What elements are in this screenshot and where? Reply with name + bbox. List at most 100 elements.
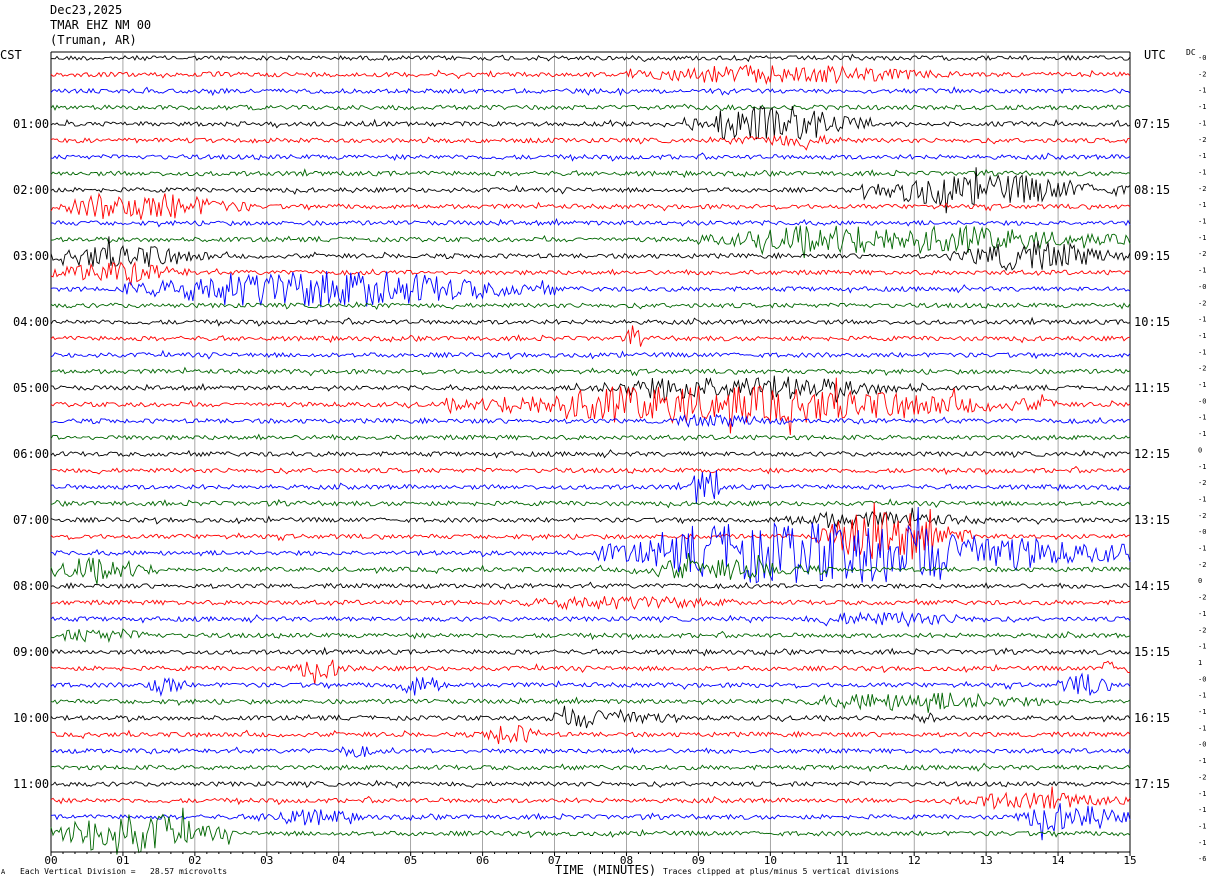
footer-mark: A — [1, 868, 6, 876]
trace-row — [50, 433, 1131, 441]
dc-offset-value: -2 — [1198, 773, 1206, 781]
trace-row — [50, 168, 1131, 179]
dc-offset-value: 1 — [1198, 659, 1202, 667]
trace-row — [50, 595, 1131, 611]
utc-hour-label: 15:15 — [1134, 645, 1170, 659]
dc-offset-value: -2 — [1198, 561, 1206, 569]
utc-hour-label: 08:15 — [1134, 183, 1170, 197]
utc-hour-label: 10:15 — [1134, 315, 1170, 329]
dc-offset-value: -2 — [1198, 250, 1206, 258]
trace-row — [50, 762, 1131, 773]
dc-offset-value: -0 — [1198, 675, 1206, 683]
cst-hour-label: 03:00 — [13, 249, 49, 263]
dc-offset-value: -2 — [1198, 365, 1206, 373]
dc-offset-value: -1 — [1198, 119, 1206, 127]
dc-offset-value: -1 — [1198, 839, 1206, 847]
dc-offset-value: -1 — [1198, 218, 1206, 226]
cst-hour-label: 06:00 — [13, 447, 49, 461]
trace-row — [50, 134, 1130, 151]
dc-offset-value: -0 — [1198, 283, 1206, 291]
dc-offset-value: -1 — [1198, 610, 1206, 618]
cst-timezone-label: CST — [0, 48, 22, 62]
cst-hour-label: 11:00 — [13, 777, 49, 791]
dc-offset-value: -1 — [1198, 234, 1206, 242]
dc-offset-labels: -0 -2 -1 -1 -1 -2 -1 -1 -2 -1 -1 -1 -2 -1 -0 -2 -1 -1 -1 -2… — [1198, 54, 1206, 863]
utc-timezone-label: UTC — [1144, 48, 1166, 62]
trace-row — [50, 506, 1131, 584]
utc-hour-labels: 07:15 08:15 09:15 10:15 11:15 12:15 13:15 14:15… — [1134, 117, 1170, 791]
dc-offset-value: -1 — [1198, 414, 1206, 422]
dc-offset-value: -1 — [1198, 822, 1206, 830]
utc-hour-label: 17:15 — [1134, 777, 1170, 791]
trace-row — [50, 498, 1131, 509]
dc-offset-value: -1 — [1198, 332, 1206, 340]
trace-row — [50, 217, 1131, 228]
dc-offset-value: -1 — [1198, 806, 1206, 814]
cst-hour-label: 07:00 — [13, 513, 49, 527]
cst-hour-labels: 01:00 02:00 03:00 04:00 05:00 06:00 07:00 08:00… — [13, 117, 49, 791]
trace-row — [51, 413, 1131, 428]
dc-offset-value: -1 — [1198, 545, 1206, 553]
trace-row — [50, 270, 1131, 308]
trace-row — [50, 470, 1131, 505]
utc-hour-label: 09:15 — [1134, 249, 1170, 263]
x-tick-label: 07 — [548, 854, 561, 867]
trace-row — [50, 610, 1131, 628]
trace-row — [50, 779, 1131, 789]
trace-row — [50, 301, 1131, 311]
dc-offset-value: -2 — [1198, 185, 1206, 193]
trace-row — [50, 628, 1131, 644]
cst-hour-label: 08:00 — [13, 579, 49, 593]
trace-row — [50, 103, 1131, 112]
trace-row — [50, 692, 1131, 713]
trace-row — [50, 349, 1131, 360]
trace-row — [50, 236, 1131, 272]
dc-offset-value: -1 — [1198, 348, 1206, 356]
trace-row — [50, 325, 1131, 347]
dc-offset-value: -1 — [1198, 87, 1206, 95]
dc-offset-value: -2 — [1198, 594, 1206, 602]
dc-offset-value: -1 — [1198, 495, 1206, 503]
dc-offset-value: -2 — [1198, 479, 1206, 487]
x-tick-label: 01 — [116, 854, 129, 867]
trace-row — [50, 786, 1131, 810]
trace-row — [50, 507, 1131, 529]
x-tick-label: 14 — [1051, 854, 1065, 867]
trace-row — [50, 152, 1131, 162]
trace-row — [50, 316, 1131, 327]
trace-row — [50, 167, 1131, 214]
dc-offset-value: -2 — [1198, 299, 1206, 307]
dc-offset-value: -1 — [1198, 757, 1206, 765]
utc-hour-label: 13:15 — [1134, 513, 1170, 527]
dc-offset-value: -1 — [1198, 724, 1206, 732]
trace-row — [50, 64, 1131, 86]
dc-offset-value: -0 — [1198, 397, 1206, 405]
trace-row — [50, 105, 1131, 140]
dc-offset-value: -1 — [1198, 316, 1206, 324]
header-station: TMAR EHZ NM 00 — [50, 18, 152, 32]
trace-row — [50, 725, 1131, 745]
vertical-division-note: Each Vertical Division = 28.57 microvolt… — [20, 867, 228, 876]
trace-row — [50, 803, 1131, 841]
dc-offset-value: -1 — [1198, 692, 1206, 700]
trace-row — [50, 449, 1131, 459]
cst-hour-label: 01:00 — [13, 117, 49, 131]
trace-row — [50, 581, 1131, 590]
trace-row — [50, 86, 1131, 97]
dc-offset-value: -6 — [1198, 855, 1206, 863]
trace-row — [50, 746, 1131, 758]
x-tick-label: 03 — [260, 854, 273, 867]
x-tick-label: 00 — [44, 854, 57, 867]
cst-hour-label: 10:00 — [13, 711, 49, 725]
dc-offset-value: -1 — [1198, 430, 1206, 438]
dc-offset-value: -1 — [1198, 381, 1206, 389]
x-tick-label: 15 — [1123, 854, 1136, 867]
x-tick-label: 02 — [188, 854, 201, 867]
x-tick-label: 10 — [764, 854, 777, 867]
utc-hour-label: 07:15 — [1134, 117, 1170, 131]
x-tick-label: 04 — [332, 854, 346, 867]
trace-row — [50, 502, 1131, 560]
dc-offset-value: -0 — [1198, 54, 1206, 62]
trace-row — [50, 553, 1131, 585]
